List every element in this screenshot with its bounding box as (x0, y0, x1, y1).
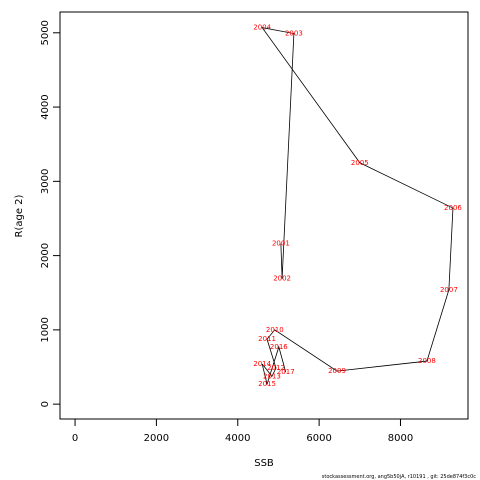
point-label: 2004 (253, 24, 271, 32)
y-tick-label: 5000 (40, 20, 51, 45)
x-tick-label: 6000 (306, 433, 331, 444)
point-label: 2010 (266, 326, 284, 334)
point-label: 2013 (263, 372, 281, 380)
point-label: 2006 (444, 204, 462, 212)
point-label: 2011 (258, 335, 276, 343)
plot-frame (59, 11, 469, 420)
y-tick-label: 3000 (40, 169, 51, 194)
point-label: 2012 (267, 364, 285, 372)
point-label: 2009 (328, 367, 346, 375)
point-label: 2007 (440, 286, 458, 294)
point-label: 2001 (272, 240, 290, 248)
point-label: 2014 (253, 360, 271, 368)
point-label: 2015 (258, 380, 276, 388)
point-label: 2002 (273, 275, 291, 283)
y-axis-label: R(age 2) (14, 194, 25, 237)
x-axis-label: SSB (254, 458, 274, 469)
y-tick-label: 0 (40, 401, 51, 407)
y-tick-label: 2000 (40, 243, 51, 268)
series-line (261, 27, 454, 386)
point-label: 2017 (277, 368, 295, 376)
x-tick-label: 8000 (388, 433, 413, 444)
point-label: 2008 (418, 357, 436, 365)
x-tick-label: 0 (72, 433, 78, 444)
point-label: 2016 (270, 343, 288, 351)
point-label: 2003 (285, 30, 303, 38)
x-tick-label: 2000 (144, 433, 169, 444)
x-tick-label: 4000 (225, 433, 250, 444)
y-tick-label: 1000 (40, 317, 51, 342)
point-label: 2005 (351, 159, 369, 167)
footer: stockassessment.org, ang5b50jA, r10191 ,… (322, 474, 476, 480)
y-tick-label: 4000 (40, 94, 51, 119)
